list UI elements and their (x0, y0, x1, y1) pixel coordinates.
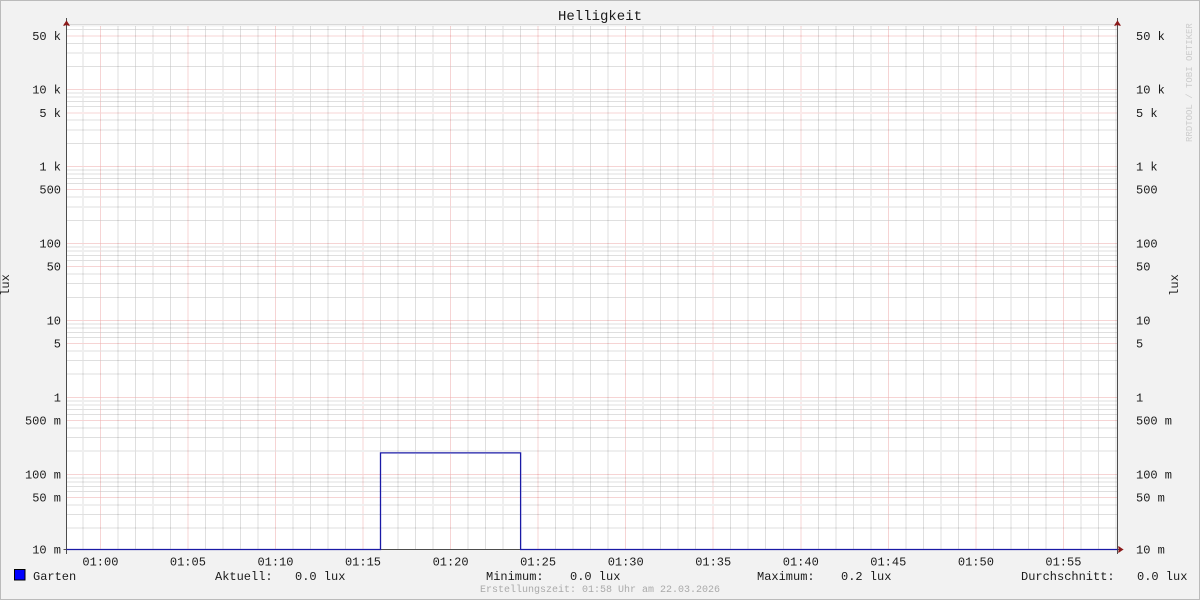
svg-text:RRDTOOL / TOBI OETIKER: RRDTOOL / TOBI OETIKER (1185, 23, 1195, 142)
svg-text:100 m: 100 m (25, 468, 61, 482)
svg-text:500: 500 (1136, 184, 1158, 198)
svg-text:500: 500 (39, 184, 61, 198)
svg-text:0.2 lux: 0.2 lux (841, 570, 891, 584)
svg-text:50: 50 (1136, 261, 1150, 275)
svg-text:Aktuell:: Aktuell: (215, 570, 273, 584)
svg-text:Minimum:: Minimum: (486, 570, 544, 584)
svg-text:50: 50 (47, 261, 61, 275)
svg-text:01:30: 01:30 (608, 556, 644, 570)
svg-text:0.0 lux: 0.0 lux (570, 570, 620, 584)
svg-text:50 m: 50 m (1136, 492, 1165, 506)
svg-text:10: 10 (47, 315, 61, 329)
svg-text:Maximum:: Maximum: (757, 570, 815, 584)
svg-text:01:00: 01:00 (82, 556, 118, 570)
svg-text:Erstellungszeit: 01:58 Uhr am: Erstellungszeit: 01:58 Uhr am 22.03.2026 (480, 584, 720, 596)
svg-text:5: 5 (54, 338, 61, 352)
svg-text:lux: lux (1168, 274, 1182, 296)
svg-text:1: 1 (54, 391, 61, 405)
svg-text:50 m: 50 m (32, 492, 61, 506)
svg-text:Durchschnitt:: Durchschnitt: (1021, 570, 1115, 584)
svg-text:1 k: 1 k (1136, 161, 1158, 175)
svg-text:5 k: 5 k (39, 107, 61, 121)
svg-text:01:15: 01:15 (345, 556, 381, 570)
svg-text:0.0 lux: 0.0 lux (295, 570, 345, 584)
svg-text:Garten: Garten (33, 570, 76, 584)
svg-text:Helligkeit: Helligkeit (558, 9, 642, 25)
svg-text:10 m: 10 m (32, 544, 61, 558)
svg-text:01:50: 01:50 (958, 556, 994, 570)
svg-text:10 k: 10 k (32, 84, 61, 98)
svg-text:1: 1 (1136, 391, 1143, 405)
svg-text:500 m: 500 m (1136, 415, 1172, 429)
svg-text:01:45: 01:45 (870, 556, 906, 570)
svg-text:01:40: 01:40 (783, 556, 819, 570)
svg-text:01:05: 01:05 (170, 556, 206, 570)
svg-text:50 k: 50 k (1136, 30, 1165, 44)
svg-text:100: 100 (39, 238, 61, 252)
svg-text:10 m: 10 m (1136, 544, 1165, 558)
svg-text:5: 5 (1136, 338, 1143, 352)
svg-text:10 k: 10 k (1136, 84, 1165, 98)
svg-text:1 k: 1 k (39, 161, 61, 175)
svg-text:100: 100 (1136, 238, 1158, 252)
svg-text:lux: lux (0, 274, 13, 296)
svg-text:01:25: 01:25 (520, 556, 556, 570)
svg-text:01:35: 01:35 (695, 556, 731, 570)
svg-text:01:10: 01:10 (257, 556, 293, 570)
svg-text:0.0 lux: 0.0 lux (1137, 570, 1187, 584)
svg-text:500 m: 500 m (25, 415, 61, 429)
svg-text:50 k: 50 k (32, 30, 61, 44)
svg-text:01:20: 01:20 (433, 556, 469, 570)
svg-text:10: 10 (1136, 315, 1150, 329)
svg-text:100 m: 100 m (1136, 468, 1172, 482)
svg-text:5 k: 5 k (1136, 107, 1158, 121)
svg-text:01:55: 01:55 (1045, 556, 1081, 570)
